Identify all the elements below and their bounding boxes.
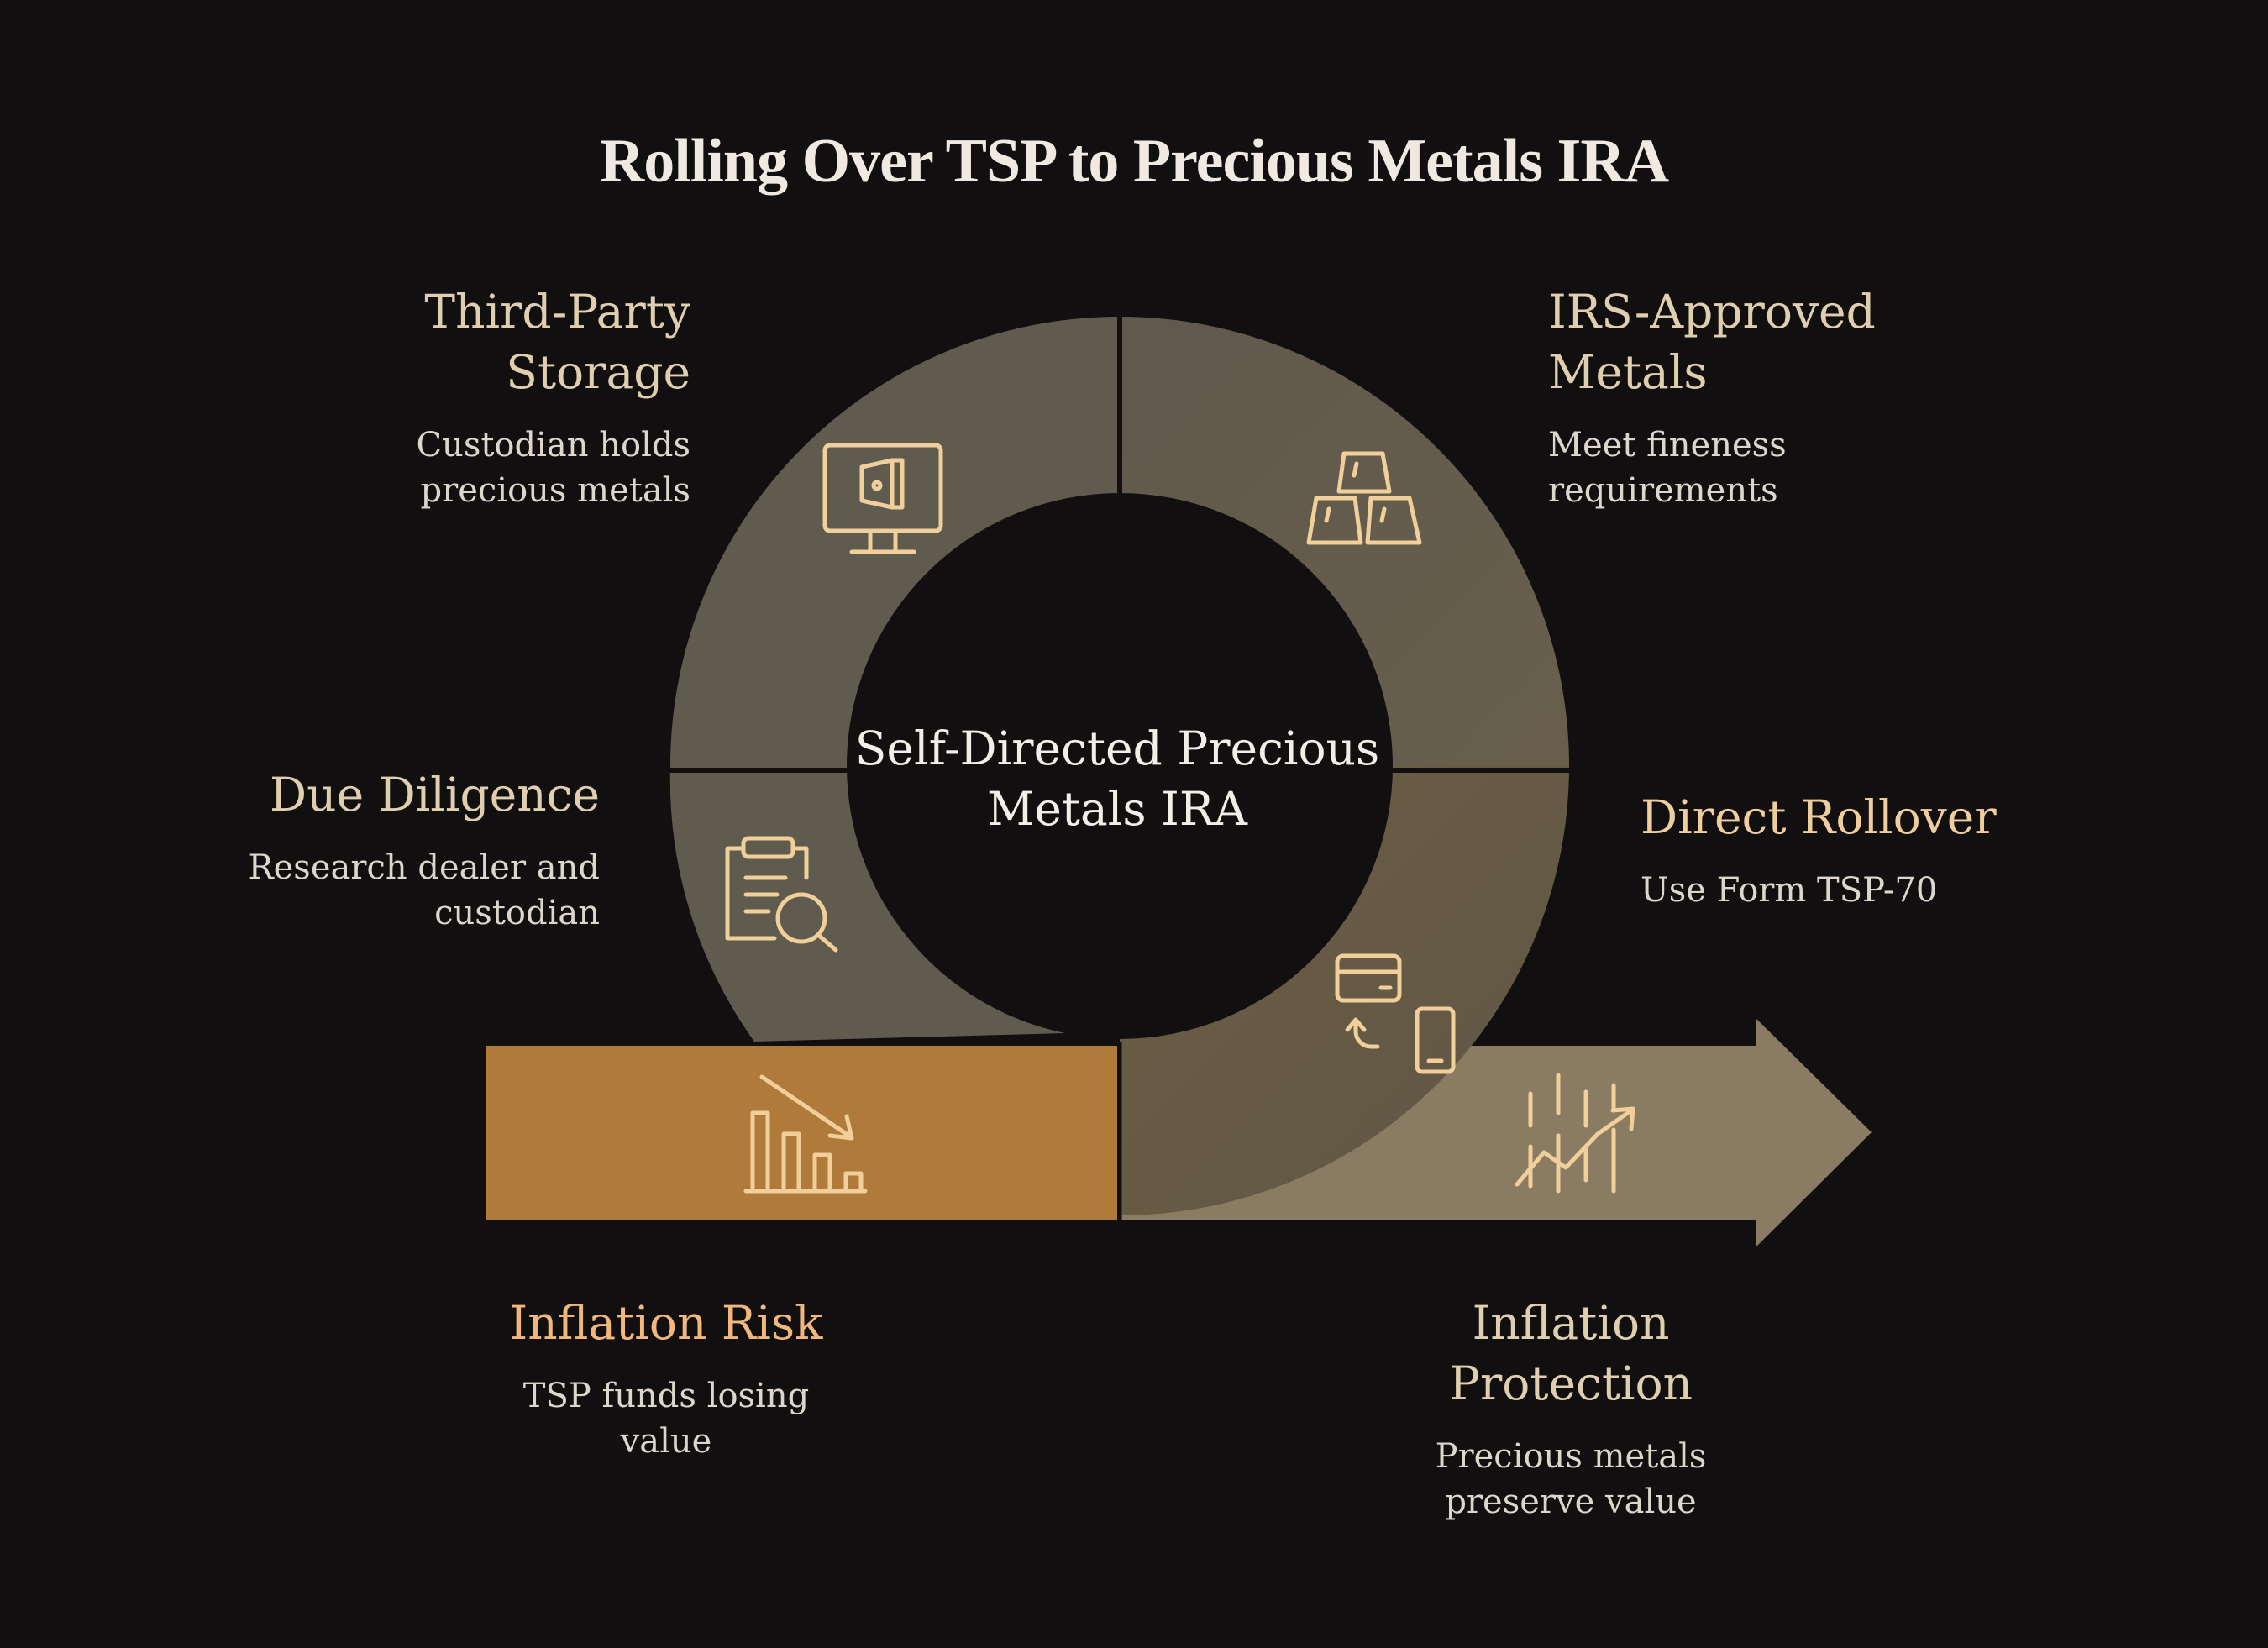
inflation-risk-description: TSP funds losing value: [522, 1377, 810, 1461]
irs-approved-metals-block: IRS-Approved Metals Meet fineness requir…: [1548, 281, 1884, 513]
rising-chart-icon: [1515, 1073, 1635, 1194]
gold-bars-icon: [1306, 451, 1422, 545]
page-title: Rolling Over TSP to Precious Metals IRA: [599, 127, 1669, 196]
inflation-risk-block: Inflation Risk TSP funds losing value: [477, 1293, 855, 1464]
segment-due-diligence: [669, 766, 1065, 1042]
center-label: Self-Directed Precious Metals IRA: [854, 722, 1380, 836]
third-party-storage-description: Custodian holds precious metals: [416, 426, 690, 510]
due-diligence-block: Due Diligence Research dealer and custod…: [235, 764, 600, 936]
card-to-phone-transfer-icon: [1335, 953, 1456, 1074]
due-diligence-description: Research dealer and custodian: [248, 848, 600, 932]
direct-rollover-description: Use Form TSP-70: [1641, 871, 1938, 910]
declining-bar-chart-icon: [743, 1074, 868, 1194]
segment-direct-rollover: [1120, 766, 1569, 1215]
inflation-protection-block: Inflation Protection Precious metals pre…: [1403, 1293, 1739, 1525]
direct-rollover-heading: Direct Rollover: [1641, 790, 1997, 844]
direct-rollover-block: Direct Rollover Use Form TSP-70: [1641, 787, 2061, 913]
irs-approved-metals-heading: IRS-Approved Metals: [1548, 285, 1876, 399]
inflation-protection-heading: Inflation Protection: [1448, 1296, 1693, 1410]
inflation-protection-description: Precious metals preserve value: [1435, 1437, 1707, 1521]
inflation-risk-heading: Inflation Risk: [509, 1296, 823, 1350]
due-diligence-heading: Due Diligence: [270, 768, 600, 821]
third-party-storage-heading: Third-Party Storage: [424, 285, 690, 399]
irs-approved-metals-description: Meet fineness requirements: [1548, 426, 1787, 510]
inflation-risk-bar: [486, 1046, 1117, 1220]
monitor-vault-icon: [822, 443, 943, 554]
third-party-storage-block: Third-Party Storage Custodian holds prec…: [319, 281, 690, 513]
clipboard-search-icon: [725, 836, 838, 953]
